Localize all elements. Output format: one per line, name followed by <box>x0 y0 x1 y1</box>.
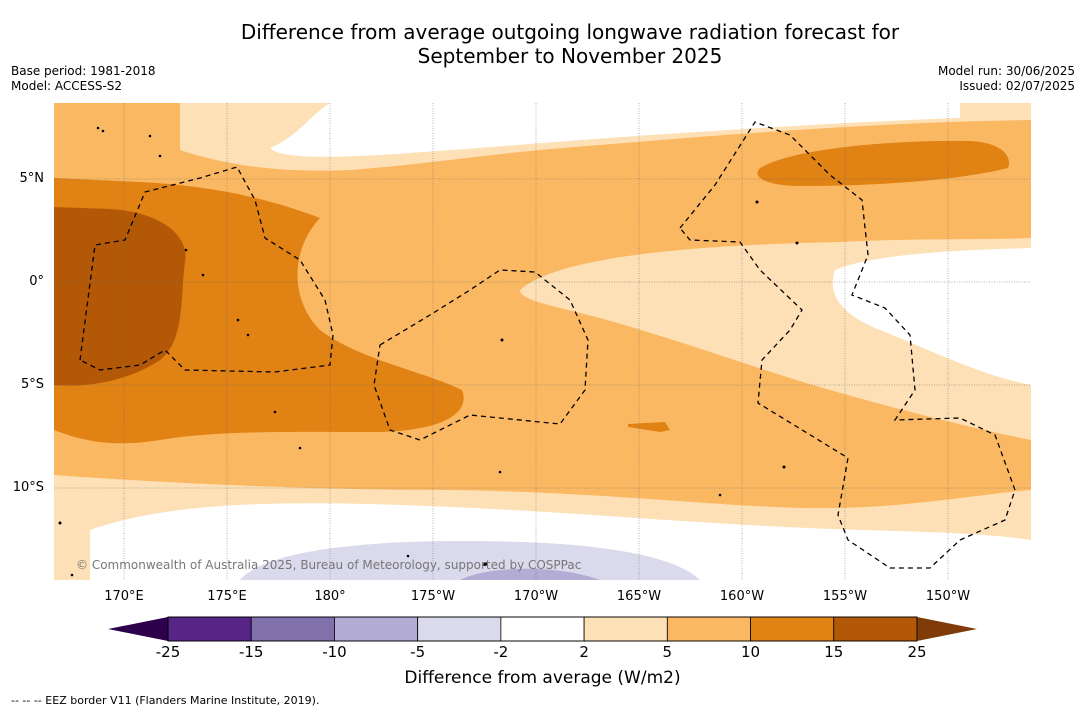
map-title: Difference from average outgoing longwav… <box>140 20 1000 68</box>
colorbar-tick-label: 15 <box>824 643 844 661</box>
colorbar-outline <box>167 616 918 642</box>
anomaly-band-negative-2-5 <box>240 540 700 580</box>
colorbar-tick-label: -15 <box>238 643 264 661</box>
colorbar-tick-label: -5 <box>410 643 426 661</box>
colorbar <box>108 616 977 642</box>
lon-label-155w: 155°W <box>822 589 868 604</box>
base-period: Base period: 1981-2018 <box>11 64 156 78</box>
anomaly-band-15-25-core <box>54 207 186 386</box>
colorbar-tick-label: -25 <box>155 643 181 661</box>
colorbar-cell <box>583 616 668 642</box>
map-panel <box>54 103 1031 580</box>
lon-label-150w: 150°W <box>925 589 971 604</box>
title-line-1: Difference from average outgoing longwav… <box>240 20 900 44</box>
model-run: Model run: 30/06/2025 <box>937 64 1075 78</box>
colorbar-cell <box>666 616 751 642</box>
meta-right: Model run: 30/06/2025 Issued: 02/07/2025 <box>938 64 1075 94</box>
colorbar-tick-label: 10 <box>741 643 761 661</box>
colorbar-tick-label: -2 <box>493 643 509 661</box>
eez-border-west <box>79 166 334 373</box>
colorbar-cell <box>167 616 252 642</box>
colorbar-cell <box>250 616 335 642</box>
lon-label-175e: 175°E <box>207 589 247 604</box>
lat-label-0: 0° <box>29 274 44 289</box>
anomaly-band-10-15-northeast <box>757 140 1010 186</box>
islands <box>58 126 799 577</box>
colorbar-over-arrow <box>917 617 977 641</box>
meta-left: Base period: 1981-2018 Model: ACCESS-S2 <box>11 64 156 94</box>
colorbar-tick-label: 2 <box>579 643 589 661</box>
lat-label-5n: 5°N <box>19 171 45 186</box>
eez-legend: -- -- -- EEZ border V11 (Flanders Marine… <box>11 694 320 707</box>
lon-label-175w: 175°W <box>410 589 456 604</box>
eez-borders <box>79 121 1016 569</box>
colorbar-tick-label: 25 <box>907 643 927 661</box>
lon-label-170e: 170°E <box>104 589 144 604</box>
colorbar-cell <box>500 616 585 642</box>
eez-border-central <box>373 269 589 441</box>
gridlines <box>54 103 1031 580</box>
colorbar-under-arrow <box>108 617 168 641</box>
colorbar-title: Difference from average (W/m2) <box>404 668 681 688</box>
colorbar-cell <box>417 616 502 642</box>
colorbar-tick-label: 5 <box>662 643 673 661</box>
lon-label-160w: 160°W <box>719 589 765 604</box>
colorbar-cell <box>833 616 918 642</box>
colorbar-cell <box>750 616 835 642</box>
colorbar-cells <box>167 616 918 642</box>
colorbar-cell <box>334 616 419 642</box>
lat-label-5s: 5°S <box>20 377 44 392</box>
anomaly-band-10-15-patch <box>628 422 670 432</box>
eez-border-east <box>679 121 1016 569</box>
lon-label-180: 180° <box>314 589 346 604</box>
anomaly-band-neutral-north <box>270 103 960 157</box>
copyright-notice: © Commonwealth of Australia 2025, Bureau… <box>76 558 582 572</box>
issued-date: Issued: 02/07/2025 <box>959 79 1075 93</box>
title-line-2: September to November 2025 <box>417 44 723 68</box>
lat-label-10s: 10°S <box>12 480 44 495</box>
lon-label-170w: 170°W <box>513 589 559 604</box>
anomaly-band-negative-5-10 <box>460 568 600 580</box>
model-name: Model: ACCESS-S2 <box>11 79 123 93</box>
colorbar-tick-label: -10 <box>322 643 347 661</box>
lon-label-165w: 165°W <box>616 589 662 604</box>
